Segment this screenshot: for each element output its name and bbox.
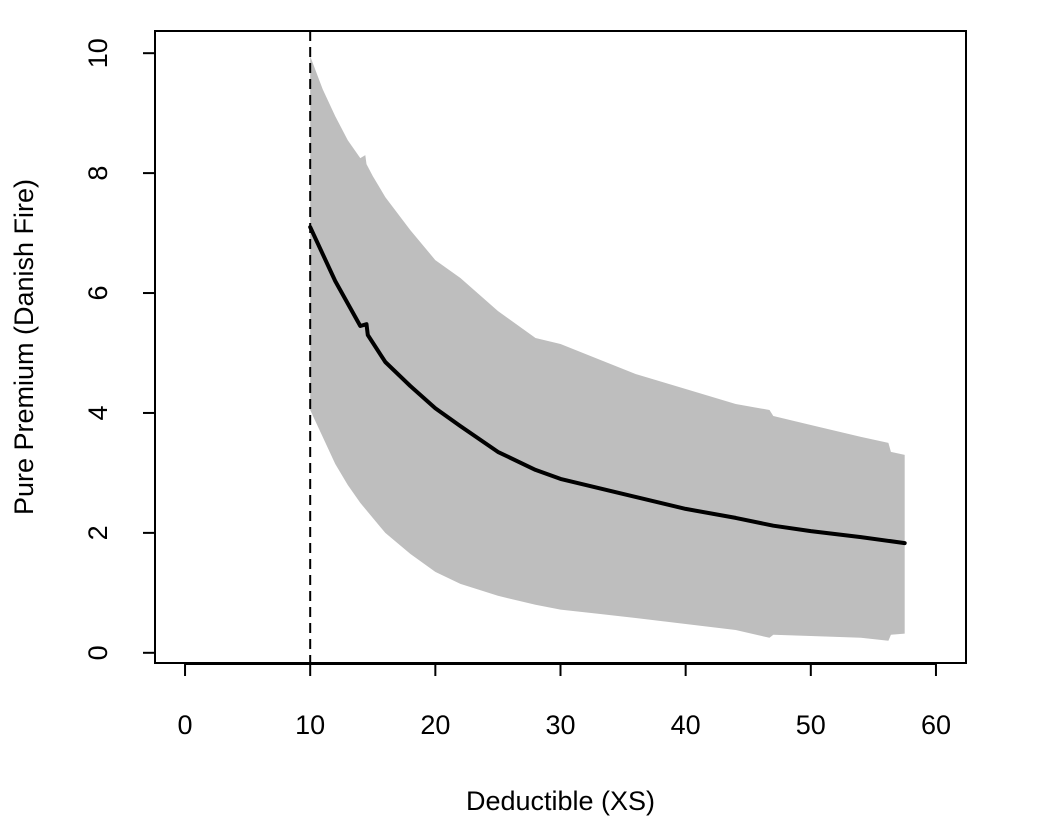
y-tick-label: 8 xyxy=(83,166,113,181)
x-tick-label: 10 xyxy=(295,710,325,740)
y-tick-label: 2 xyxy=(83,525,113,540)
x-tick-label: 60 xyxy=(921,710,951,740)
y-axis-label: Pure Premium (Danish Fire) xyxy=(9,179,39,515)
y-tick-label: 10 xyxy=(83,38,113,68)
y-tick-label: 6 xyxy=(83,285,113,300)
x-axis: 0 10 20 30 40 50 60 xyxy=(178,663,951,740)
y-tick-label: 0 xyxy=(83,645,113,660)
y-axis: 0 2 4 6 8 10 xyxy=(83,38,156,660)
x-axis-label: Deductible (XS) xyxy=(466,786,655,816)
plot-layer xyxy=(308,31,907,663)
y-tick-label: 4 xyxy=(83,405,113,420)
x-tick-label: 30 xyxy=(545,710,575,740)
x-tick-label: 0 xyxy=(178,710,193,740)
estimate-line xyxy=(308,225,907,546)
x-tick-label: 40 xyxy=(671,710,701,740)
x-tick-label: 20 xyxy=(420,710,450,740)
confidence-band xyxy=(310,56,905,641)
x-tick-label: 50 xyxy=(796,710,826,740)
